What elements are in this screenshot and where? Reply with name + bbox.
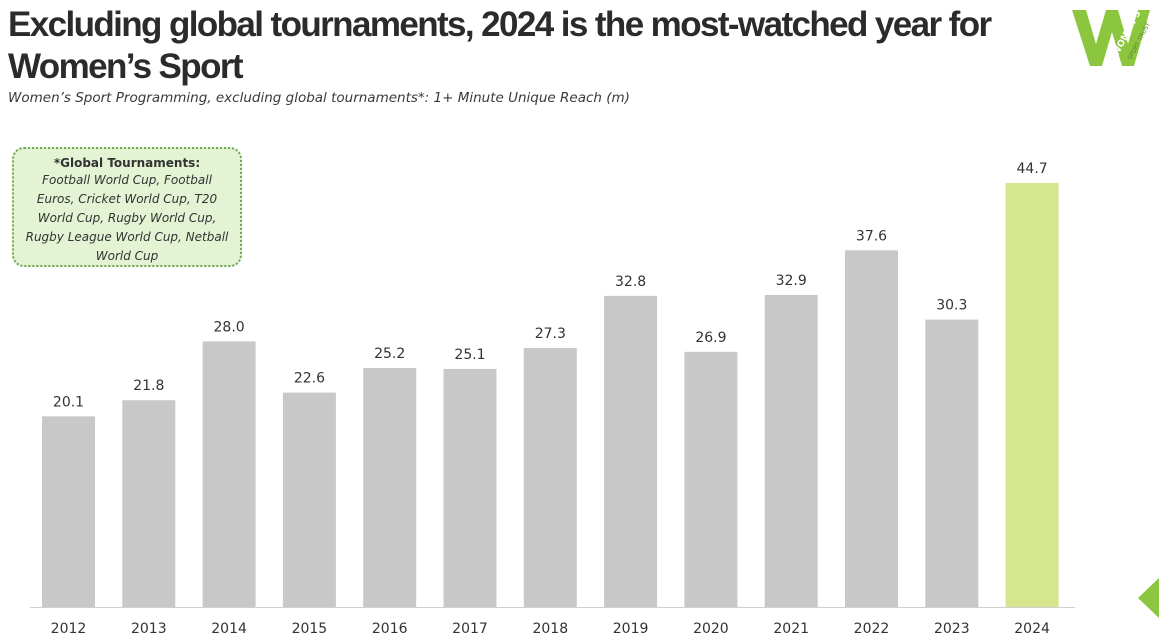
value-label-2022: 37.6	[856, 228, 887, 244]
bar-2020	[684, 351, 738, 607]
note-title: *Global Tournaments:	[53, 156, 201, 170]
bar-2018	[523, 348, 577, 607]
bar-2013	[122, 400, 176, 607]
category-label-2018: 2018	[532, 621, 568, 637]
global-tournaments-note: *Global Tournaments: Football World Cup,…	[12, 147, 242, 267]
value-label-2016: 25.2	[374, 346, 405, 362]
value-label-2013: 21.8	[133, 378, 164, 394]
category-label-2014: 2014	[211, 621, 247, 637]
page-title: Excluding global tournaments, 2024 is th…	[8, 5, 992, 86]
value-label-2024: 44.7	[1017, 161, 1048, 177]
bar-2022	[845, 250, 898, 608]
bar-2021	[764, 294, 818, 607]
chart-subtitle: Women’s Sport Programming, excluding glo…	[8, 90, 630, 106]
value-label-2019: 32.8	[615, 274, 646, 290]
bar-2024	[1005, 183, 1059, 607]
value-label-2015: 22.6	[294, 371, 325, 387]
bar-2019	[604, 295, 658, 607]
category-label-2020: 2020	[693, 621, 729, 637]
value-label-2020: 26.9	[695, 330, 726, 346]
category-label-2015: 2015	[292, 621, 328, 637]
value-label-2023: 30.3	[936, 298, 967, 314]
category-label-2024: 2024	[1014, 621, 1050, 637]
category-label-2022: 2022	[854, 621, 890, 637]
value-label-2021: 32.9	[776, 273, 807, 289]
category-label-2012: 2012	[51, 621, 87, 637]
value-label-2014: 28.0	[214, 319, 245, 335]
womens-sport-trust-logo: WOMEN’S SPORT TRUST	[1072, 9, 1152, 66]
bar-2016	[363, 367, 417, 607]
category-label-2019: 2019	[613, 621, 649, 637]
category-label-2023: 2023	[934, 621, 970, 637]
bar-2015	[282, 392, 336, 607]
value-label-2017: 25.1	[454, 347, 485, 363]
category-label-2013: 2013	[131, 621, 167, 637]
value-label-2012: 20.1	[53, 394, 84, 410]
bar-2014	[202, 341, 256, 607]
category-label-2017: 2017	[452, 621, 488, 637]
logo-w-shape	[1072, 10, 1150, 66]
bar-2023	[925, 319, 979, 607]
corner-triangle-decoration	[1138, 578, 1159, 618]
bar-2017	[443, 368, 497, 607]
category-label-2021: 2021	[773, 621, 809, 637]
note-body: Football World Cup, Football Euros, Cric…	[25, 173, 229, 263]
bar-2012	[42, 416, 95, 607]
value-label-2018: 27.3	[535, 326, 566, 342]
category-label-2016: 2016	[372, 621, 408, 637]
